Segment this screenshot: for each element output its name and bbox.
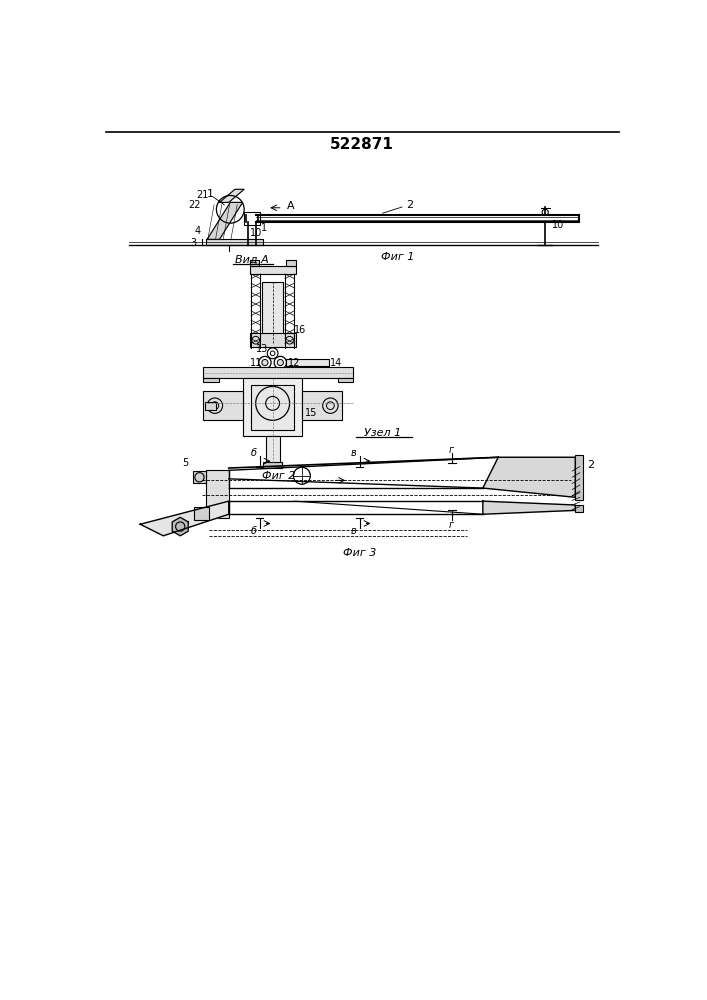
- Text: Фиг 2: Фиг 2: [262, 471, 296, 481]
- Text: 16: 16: [294, 325, 306, 335]
- Bar: [286, 359, 329, 366]
- Bar: [204, 367, 354, 378]
- Bar: [250, 333, 296, 347]
- Text: Фиг 3: Фиг 3: [343, 548, 376, 558]
- Bar: [302, 391, 342, 420]
- Polygon shape: [207, 202, 243, 239]
- Text: 2: 2: [406, 200, 413, 210]
- Bar: [244, 212, 259, 225]
- Text: б: б: [250, 526, 257, 536]
- Bar: [575, 455, 583, 500]
- Text: г: г: [448, 520, 453, 530]
- Bar: [243, 378, 302, 436]
- Bar: [251, 385, 294, 430]
- Bar: [204, 391, 243, 420]
- Polygon shape: [483, 501, 575, 514]
- Text: 14: 14: [330, 358, 343, 368]
- Bar: [205, 402, 216, 410]
- Text: 2: 2: [587, 460, 594, 470]
- Text: 22: 22: [189, 200, 201, 210]
- Bar: [266, 436, 279, 463]
- Polygon shape: [219, 189, 244, 202]
- Text: 15: 15: [305, 408, 317, 418]
- Polygon shape: [173, 517, 188, 536]
- Bar: [262, 282, 284, 343]
- Text: 1: 1: [261, 223, 267, 233]
- Text: 13: 13: [256, 344, 268, 354]
- Text: 4: 4: [194, 226, 200, 236]
- Text: 11: 11: [250, 358, 262, 368]
- Text: Фиг 1: Фиг 1: [382, 252, 415, 262]
- Bar: [206, 470, 229, 518]
- Text: 522871: 522871: [330, 137, 394, 152]
- Text: 10: 10: [250, 228, 262, 238]
- Text: 10: 10: [552, 220, 564, 230]
- Text: 12: 12: [288, 358, 300, 368]
- Text: Узел 1: Узел 1: [364, 428, 402, 438]
- Bar: [286, 260, 296, 266]
- Text: в: в: [351, 448, 356, 458]
- Text: 3: 3: [190, 238, 197, 248]
- Text: 21: 21: [197, 190, 209, 200]
- Bar: [575, 505, 583, 512]
- Text: А: А: [286, 201, 294, 211]
- Text: Вид А: Вид А: [235, 255, 269, 265]
- Bar: [250, 260, 259, 266]
- Bar: [192, 471, 206, 483]
- Bar: [204, 378, 218, 382]
- Text: 1: 1: [207, 189, 214, 199]
- Polygon shape: [140, 501, 229, 536]
- Bar: [194, 507, 209, 520]
- Bar: [206, 239, 264, 245]
- Bar: [264, 462, 282, 468]
- Bar: [338, 378, 354, 382]
- Polygon shape: [483, 457, 575, 497]
- Text: 5: 5: [182, 458, 189, 468]
- Text: б: б: [250, 448, 257, 458]
- Text: в: в: [351, 526, 356, 536]
- Circle shape: [277, 359, 284, 366]
- Circle shape: [262, 359, 268, 366]
- Bar: [250, 266, 296, 274]
- Text: г: г: [448, 445, 453, 455]
